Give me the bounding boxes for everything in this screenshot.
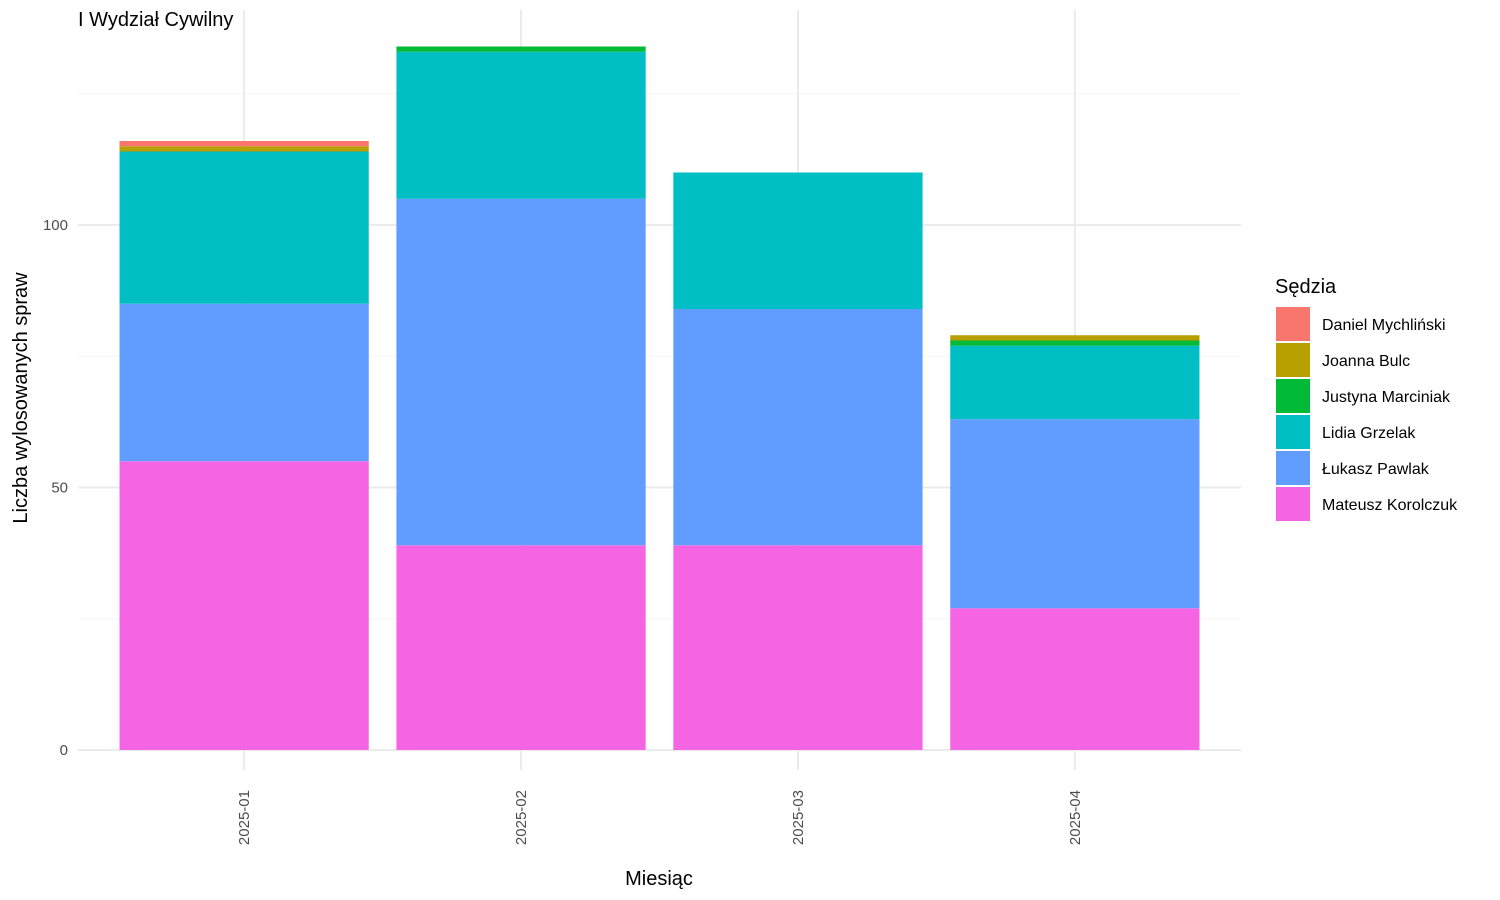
x-tick-label: 2025-02 bbox=[513, 790, 530, 845]
bar-segment bbox=[950, 340, 1200, 346]
bar-segment bbox=[396, 545, 646, 750]
legend-label: Daniel Mychliński bbox=[1322, 317, 1446, 334]
y-tick-label: 50 bbox=[51, 480, 68, 497]
legend-swatch bbox=[1276, 343, 1310, 377]
bar-segment bbox=[119, 151, 369, 304]
legend-swatch bbox=[1276, 379, 1310, 413]
bars-layer bbox=[119, 46, 1200, 750]
x-tick-label: 2025-03 bbox=[790, 790, 807, 845]
legend-label: Joanna Bulc bbox=[1322, 353, 1410, 370]
bar-segment bbox=[673, 545, 923, 750]
bar-segment bbox=[396, 51, 646, 199]
legend-label: Łukasz Pawlak bbox=[1322, 461, 1430, 478]
y-axis-title: Liczba wylosowanych spraw bbox=[10, 272, 32, 524]
y-tick-label: 100 bbox=[43, 217, 68, 234]
chart-title: I Wydział Cywilny bbox=[78, 9, 233, 31]
bar-segment bbox=[950, 345, 1200, 420]
legend-items: Daniel Mychliński Joanna Bulc Justyna Marc… bbox=[1276, 307, 1458, 521]
legend-swatch bbox=[1276, 487, 1310, 521]
bar-segment bbox=[673, 172, 923, 309]
x-tick-label: 2025-01 bbox=[236, 790, 253, 845]
y-tick-label: 0 bbox=[60, 742, 68, 759]
legend-label: Mateusz Korolczuk bbox=[1322, 497, 1458, 514]
bar-segment bbox=[119, 141, 369, 147]
legend-title: Sędzia bbox=[1275, 276, 1337, 298]
legend-label: Lidia Grzelak bbox=[1322, 425, 1416, 442]
bar-segment bbox=[673, 309, 923, 546]
bar-segment bbox=[119, 461, 369, 750]
x-axis-title: Miesiąc bbox=[625, 868, 693, 890]
bar-segment bbox=[119, 146, 369, 152]
bar-segment bbox=[396, 46, 646, 52]
bar-segment bbox=[396, 198, 646, 546]
legend-swatch bbox=[1276, 415, 1310, 449]
legend-swatch bbox=[1276, 307, 1310, 341]
legend: Sędzia Daniel Mychliński Joanna Bulc Justy… bbox=[1275, 276, 1458, 521]
bar-segment bbox=[119, 303, 369, 462]
axis-layer: 0 50 100 2025-01 2025-02 2025-03 2025-04 bbox=[43, 217, 1084, 845]
bar-segment bbox=[950, 608, 1200, 750]
legend-swatch bbox=[1276, 451, 1310, 485]
bar-segment bbox=[950, 335, 1200, 341]
legend-label: Justyna Marciniak bbox=[1322, 389, 1451, 406]
x-tick-label: 2025-04 bbox=[1067, 790, 1084, 845]
bar-segment bbox=[950, 419, 1200, 609]
